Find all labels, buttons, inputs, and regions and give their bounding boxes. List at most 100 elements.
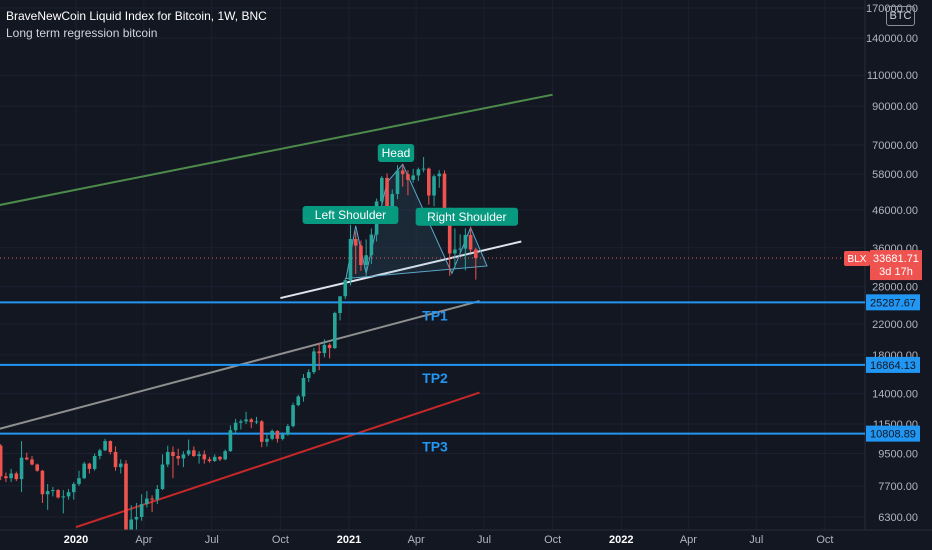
candle-body (395, 170, 400, 194)
candle-body (353, 239, 358, 246)
candle-body (385, 177, 389, 209)
candle (327, 343, 332, 359)
candle (171, 446, 175, 479)
candle (150, 495, 154, 513)
candle (4, 472, 8, 483)
tp-level-name: TP2 (422, 370, 448, 386)
candle-body (228, 430, 233, 452)
trend-line[interactable] (280, 240, 522, 300)
candle (24, 452, 29, 461)
candle-body (286, 426, 290, 435)
candle (176, 448, 180, 466)
pattern-labels[interactable]: Left Shoulder Head Right Shoulder (302, 143, 519, 226)
chart-subtitle: Long term regression bitcoin (6, 26, 158, 40)
candle (108, 440, 113, 455)
candle (35, 463, 40, 472)
candle (468, 226, 473, 253)
candle (155, 485, 160, 505)
candle (244, 411, 248, 425)
candle (421, 156, 426, 173)
pattern-label[interactable]: Right Shoulder (415, 207, 519, 226)
candle-body (155, 489, 160, 500)
candle-body (406, 174, 410, 180)
candle-body (437, 173, 442, 177)
candle (463, 228, 468, 271)
candle-body (30, 459, 34, 465)
candle (286, 424, 290, 436)
y-tick-label: 90000.00 (872, 101, 918, 113)
candle (14, 471, 19, 482)
candle (71, 482, 76, 500)
candle (301, 374, 306, 402)
pattern-label[interactable]: Left Shoulder (302, 206, 399, 225)
candle (395, 165, 400, 200)
x-tick-label: Apr (408, 534, 425, 546)
candle (259, 420, 264, 448)
symbol-badge[interactable]: BTC (886, 6, 915, 26)
candle (118, 459, 123, 474)
trend-lines[interactable] (0, 93, 553, 529)
candle (56, 489, 60, 499)
y-tick-label: 46000.00 (872, 205, 918, 217)
candle (202, 450, 207, 464)
tp-level-badge (866, 356, 920, 373)
candle (353, 231, 358, 274)
candle (249, 418, 254, 429)
y-tick-label: 58000.00 (872, 169, 918, 181)
candle (348, 224, 353, 286)
candle (432, 174, 436, 207)
y-tick-label: 7700.00 (878, 481, 918, 493)
x-tick-label: 2022 (609, 534, 633, 546)
candle-body (98, 450, 102, 457)
candle (406, 170, 410, 196)
candle-body (66, 492, 71, 497)
tp-level-value: 25287.67 (870, 297, 916, 309)
candle-body (458, 248, 462, 250)
candle-body (400, 170, 405, 175)
candle-body (317, 351, 321, 354)
trend-line[interactable] (0, 300, 480, 431)
x-tick-label: 2020 (64, 534, 88, 546)
candle (82, 461, 87, 480)
ticker-text: BLX (848, 254, 867, 265)
candle-body (291, 405, 295, 427)
candle (233, 418, 238, 434)
candle-body (171, 451, 175, 457)
candle-body (40, 470, 45, 495)
candle-body (265, 438, 269, 442)
candle-body (333, 312, 337, 349)
candle (254, 416, 259, 425)
candle-body (160, 464, 165, 490)
candle-body (390, 193, 395, 209)
y-tick-label: 22000.00 (872, 319, 918, 331)
tp-levels[interactable]: TP1 TP2 TP3 (0, 257, 865, 455)
candle-body (233, 422, 238, 431)
ticker-badge (844, 251, 870, 267)
trend-line[interactable] (0, 93, 553, 207)
candle (333, 311, 337, 349)
x-tick-label: Apr (135, 534, 152, 546)
candle (228, 425, 233, 452)
candle-body (45, 491, 50, 495)
candle (369, 228, 374, 265)
candle-body (9, 473, 13, 479)
candle (474, 247, 478, 280)
x-tick-label: Jul (205, 534, 219, 546)
candle (296, 394, 301, 407)
x-tick-label: Oct (544, 534, 561, 546)
candle-body (56, 490, 60, 498)
candle (343, 278, 348, 300)
pattern-label[interactable]: Head (377, 143, 415, 162)
candle (270, 429, 274, 441)
tp-level-value: 16864.13 (870, 360, 916, 372)
candle-body (322, 344, 327, 354)
x-tick-label: Jul (477, 534, 491, 546)
candle (437, 170, 442, 188)
candle-body (82, 463, 87, 479)
candle (291, 402, 295, 428)
time-axis[interactable]: 2020 Apr Jul Oct 2021 Apr Jul Oct 2022 Apr Jul Oct (0, 529, 932, 550)
candle (400, 164, 405, 187)
candle-body (275, 430, 280, 439)
